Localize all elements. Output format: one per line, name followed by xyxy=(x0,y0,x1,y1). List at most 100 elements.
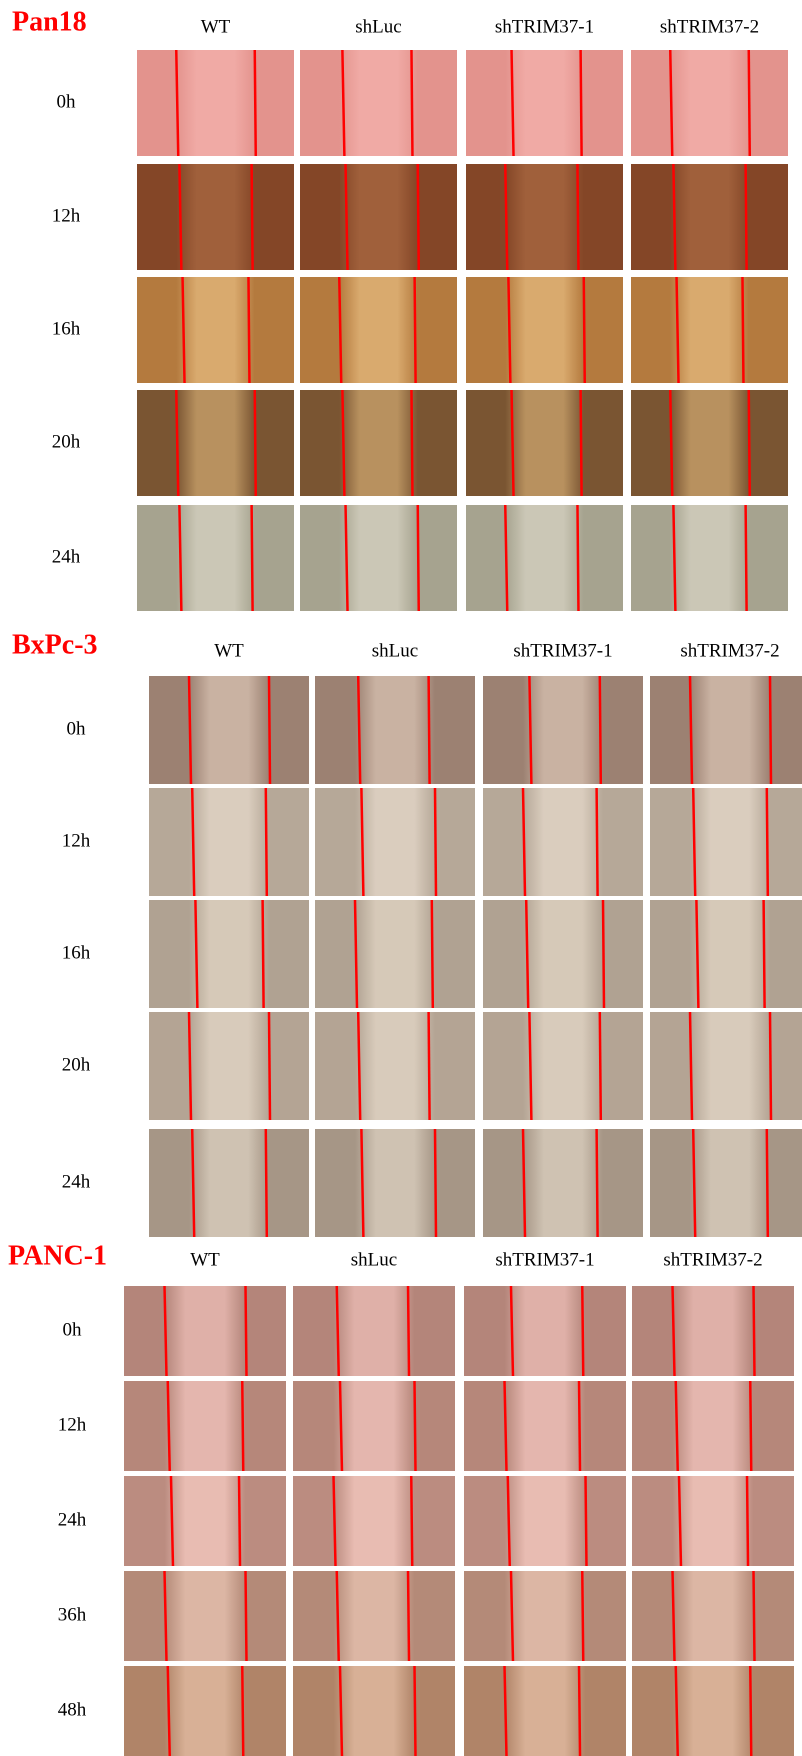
wound-edge-line xyxy=(601,899,606,1009)
micrograph xyxy=(483,1129,643,1237)
wound-edge-line xyxy=(253,389,257,497)
micrograph xyxy=(124,1381,286,1471)
wound-edge-line xyxy=(576,163,580,271)
wound-edge-line xyxy=(747,389,751,497)
column-header: shTRIM37-1 xyxy=(495,1249,594,1270)
column-header: shLuc xyxy=(355,16,401,37)
wound-edge-line xyxy=(576,504,580,612)
wound-edge-line xyxy=(669,49,674,157)
wound-edge-line xyxy=(577,1380,582,1472)
wound-edge-line xyxy=(524,899,530,1009)
wound-edge-line xyxy=(745,1475,750,1567)
wound-edge-line xyxy=(528,1011,533,1121)
wound-edge-line xyxy=(744,163,748,271)
wound-edge-line xyxy=(410,389,414,497)
wound-edge-line xyxy=(427,1011,431,1121)
wound-edge-line xyxy=(577,1665,582,1756)
micrograph xyxy=(149,1012,309,1120)
micrograph xyxy=(464,1286,626,1376)
row-label: 0h xyxy=(67,718,87,739)
wound-edge-line xyxy=(504,163,509,271)
column-header: WT xyxy=(201,16,231,37)
wound-edge-line xyxy=(175,49,180,157)
row-label: 16h xyxy=(62,942,91,963)
wound-edge-line xyxy=(241,1665,245,1756)
wound-edge-line xyxy=(675,276,680,384)
micrograph xyxy=(466,505,623,611)
wound-edge-line xyxy=(410,1475,414,1567)
wound-edge-line xyxy=(765,787,770,897)
wound-edge-line xyxy=(695,899,700,1009)
wound-edge-line xyxy=(169,1475,175,1567)
wound-edge-line xyxy=(749,1665,753,1756)
wound-edge-line xyxy=(672,163,677,271)
row-label: 0h xyxy=(57,91,77,112)
wound-edge-line xyxy=(332,1475,337,1567)
micrograph xyxy=(631,390,788,496)
wound-edge-line xyxy=(194,899,199,1009)
column-header: shTRIM37-1 xyxy=(513,640,612,661)
wound-edge-line xyxy=(163,1285,168,1377)
panel-title: Pan18 xyxy=(12,6,87,37)
wound-edge-line xyxy=(579,389,583,497)
wound-edge-line xyxy=(521,787,527,897)
micrograph xyxy=(124,1571,286,1661)
wound-edge-line xyxy=(506,1475,511,1567)
panel-title: BxPc-3 xyxy=(12,629,98,660)
wound-edge-line xyxy=(338,1665,344,1756)
wound-edge-line xyxy=(344,163,349,271)
wound-edge-line xyxy=(744,504,748,612)
wound-edge-line xyxy=(510,389,515,497)
wound-edge-line xyxy=(267,1011,272,1121)
row-label: 12h xyxy=(58,1414,87,1435)
wound-edge-line xyxy=(267,675,272,785)
micrograph xyxy=(293,1476,455,1566)
micrograph xyxy=(650,900,802,1008)
wound-edge-line xyxy=(762,899,766,1009)
micrograph xyxy=(483,788,643,896)
wound-edge-line xyxy=(427,675,431,785)
wound-edge-line xyxy=(356,1011,362,1121)
wound-edge-line xyxy=(677,1475,683,1567)
wound-edge-line xyxy=(503,1665,508,1756)
wound-edge-line xyxy=(669,389,674,497)
wound-edge-line xyxy=(413,1665,417,1756)
row-label: 20h xyxy=(52,431,81,452)
column-header: WT xyxy=(190,1249,220,1270)
micrograph xyxy=(149,788,309,896)
micrograph xyxy=(466,277,623,383)
wound-edge-line xyxy=(338,1380,344,1472)
wound-edge-line xyxy=(335,1285,340,1377)
micrograph xyxy=(315,1012,475,1120)
micrograph xyxy=(315,788,475,896)
wound-edge-line xyxy=(503,1380,508,1472)
wound-edge-line xyxy=(406,1570,411,1662)
micrograph xyxy=(149,900,309,1008)
column-header: shLuc xyxy=(372,640,418,661)
wound-edge-line xyxy=(335,1570,340,1662)
wound-edge-line xyxy=(752,1570,756,1662)
wound-edge-line xyxy=(752,1285,756,1377)
wound-edge-line xyxy=(413,276,417,384)
micrograph xyxy=(137,277,294,383)
micrograph xyxy=(315,676,475,784)
micrograph xyxy=(464,1476,626,1566)
micrograph xyxy=(315,900,475,1008)
wound-edge-line xyxy=(433,1128,438,1238)
micrograph xyxy=(124,1666,286,1756)
wound-edge-line xyxy=(166,1665,171,1756)
micrograph xyxy=(137,50,294,156)
column-header: WT xyxy=(214,640,244,661)
wound-edge-line xyxy=(166,1380,171,1472)
panel-title: PANC-1 xyxy=(8,1240,107,1271)
wound-edge-line xyxy=(264,787,269,897)
micrograph xyxy=(650,1129,802,1237)
wound-edge-line xyxy=(509,1285,515,1377)
row-label: 0h xyxy=(63,1319,83,1340)
wound-edge-line xyxy=(178,163,183,271)
wound-edge-line xyxy=(338,276,343,384)
wound-edge-line xyxy=(416,504,420,612)
micrograph xyxy=(650,676,802,784)
row-label: 24h xyxy=(52,546,81,567)
